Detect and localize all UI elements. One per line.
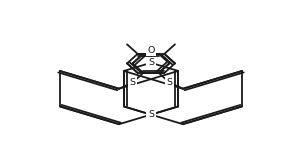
Text: S: S (148, 58, 154, 67)
Text: O: O (147, 46, 155, 55)
Text: S: S (166, 78, 172, 87)
Text: S: S (148, 110, 154, 119)
Text: S: S (130, 78, 136, 87)
